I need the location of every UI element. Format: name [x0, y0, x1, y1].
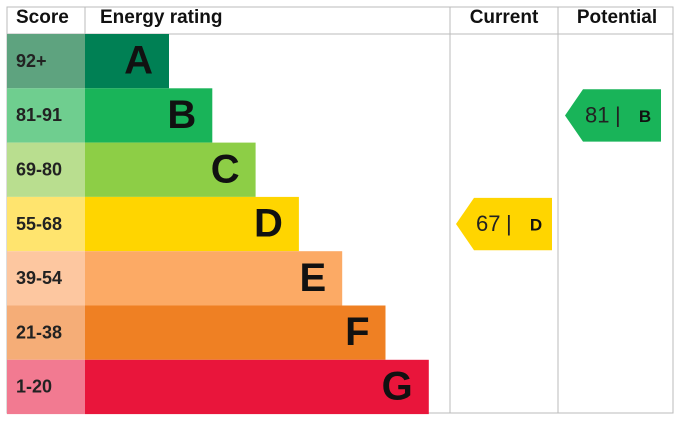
header-current: Current: [470, 7, 539, 28]
score-label: 55-68: [16, 214, 62, 234]
band-letter: G: [382, 365, 413, 409]
potential-letter: B: [639, 107, 651, 126]
score-label: 92+: [16, 51, 47, 71]
score-cell: [7, 196, 85, 252]
potential-value: 81: [585, 102, 609, 127]
rating-bar: [85, 196, 299, 252]
rating-bar: [85, 251, 343, 306]
header-rating: Energy rating: [100, 7, 222, 28]
score-cell: [7, 251, 85, 306]
band-letter: A: [124, 39, 153, 83]
current-value: 67: [476, 211, 500, 236]
score-label: 69-80: [16, 160, 62, 180]
score-label: 1-20: [16, 377, 52, 397]
score-label: 39-54: [16, 268, 62, 288]
band-letter: B: [167, 93, 196, 137]
current-arrow: [456, 197, 552, 251]
header-potential: Potential: [577, 7, 657, 28]
band-letter: E: [300, 256, 327, 300]
score-cell: [7, 34, 85, 89]
rating-bar: [85, 305, 386, 360]
score-cell: [7, 305, 85, 360]
band-letter: F: [345, 310, 369, 354]
score-label: 21-38: [16, 322, 62, 342]
rating-bar: [85, 34, 169, 89]
potential-arrow: [565, 89, 661, 142]
current-letter: D: [530, 216, 542, 235]
separator: |: [506, 211, 512, 236]
rating-bar: [85, 88, 213, 143]
rating-bar: [85, 142, 256, 197]
score-cell: [7, 88, 85, 143]
score-cell: [7, 142, 85, 197]
separator: |: [615, 102, 621, 127]
header-score: Score: [16, 7, 69, 28]
rating-bar: [85, 359, 429, 415]
score-cell: [7, 359, 85, 415]
score-label: 81-91: [16, 105, 62, 125]
band-letter: D: [254, 202, 283, 246]
band-letter: C: [211, 147, 240, 191]
